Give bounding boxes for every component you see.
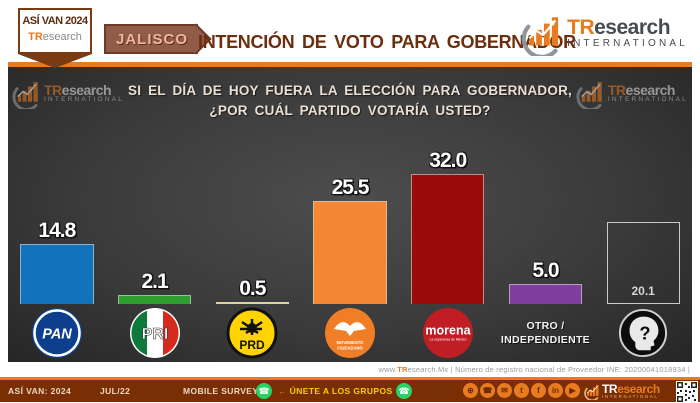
bar-mc	[313, 200, 387, 304]
bar-value-prd: 0.5	[239, 276, 266, 300]
svg-text:morena: morena	[425, 324, 471, 338]
whatsapp-icon: ☎	[396, 383, 412, 399]
legend-unknown: ?	[594, 304, 692, 362]
bar-pri	[117, 295, 192, 304]
footer-survey-type: MOBILE SURVEY	[183, 386, 259, 396]
pan-logo-icon: PAN	[31, 308, 82, 358]
footer-date: JUL/22	[100, 386, 131, 396]
social-icons: ⊕ ☎ ✉ t f in ▶	[463, 383, 580, 398]
footer-tresearch-logo: TResearch INTERNATIONAL	[584, 382, 660, 400]
whatsapp-icon: ☎	[480, 383, 495, 398]
youtube-icon: ▶	[565, 383, 580, 398]
bar-value-pri: 2.1	[141, 270, 168, 294]
svg-text:PRI: PRI	[141, 326, 168, 343]
bar-column-otro: 5.0	[497, 114, 595, 304]
watermark-icon	[12, 82, 38, 109]
prd-logo-icon: PRD	[226, 307, 278, 359]
bar-column-mc: 25.5	[301, 114, 399, 304]
state-tag-label: JALISCO	[116, 30, 189, 48]
bar-ns: 20.1	[606, 222, 680, 304]
state-tag-body: JALISCO	[104, 24, 199, 54]
header: ASÍ VAN 2024 TResearch JALISCO INTENCIÓN…	[8, 6, 692, 62]
badge-title: ASÍ VAN 2024	[22, 15, 88, 27]
svg-text:CIUDADANO: CIUDADANO	[337, 346, 363, 351]
footer-join-groups: ← ÚNETE A LOS GRUPOS →	[278, 386, 404, 396]
footer-bar: ASÍ VAN: 2024 JUL/22 MOBILE SURVEY ☎ ← Ú…	[0, 377, 700, 403]
tresearch-logo: TResearch INTERNATIONAL	[521, 10, 688, 56]
bar-value-mc: 25.5	[331, 175, 370, 199]
footer-asi-van: ASÍ VAN: 2024	[8, 386, 72, 396]
bar-value-pan: 14.8	[38, 218, 76, 242]
twitter-icon: t	[514, 383, 529, 398]
whatsapp-icon: ☎	[256, 383, 272, 399]
bar-value-ns: 20.1	[631, 284, 655, 298]
watermark-logo-left: TResearch INTERNATIONAL	[12, 77, 124, 109]
otro-label-line-2: INDEPENDIENTE	[500, 334, 590, 346]
footer-logo-icon	[584, 384, 599, 400]
bar-pan	[20, 243, 94, 304]
badge-brand: TResearch	[28, 31, 82, 43]
bar-column-pri: 2.1	[106, 114, 204, 304]
legend-pan: PAN	[8, 304, 106, 362]
svg-text:MOVIMIENTO: MOVIMIENTO	[337, 340, 365, 345]
legend-otro-independiente: OTRO / INDEPENDIENTE	[497, 304, 595, 362]
bar-column-morena: 32.0	[399, 114, 497, 304]
bar-column-pan: 14.8	[8, 114, 106, 304]
tresearch-logo-text: TResearch INTERNATIONAL	[567, 16, 688, 49]
bar-value-morena: 32.0	[429, 149, 467, 173]
pri-logo-icon: PRI	[129, 308, 180, 358]
question-line-1: SI EL DÍA DE HOY FUERA LA ELECCIÓN PARA …	[128, 83, 572, 98]
svg-text:PAN: PAN	[42, 327, 72, 343]
logo-international-label: INTERNATIONAL	[567, 38, 688, 49]
movimiento-ciudadano-logo-icon: MOVIMIENTO CIUDADANO	[325, 308, 376, 358]
legend-morena: morena La esperanza de México	[399, 304, 497, 362]
legend-pri: PRI	[106, 304, 204, 362]
morena-logo-icon: morena La esperanza de México	[422, 308, 473, 358]
header-divider	[8, 62, 692, 67]
svg-text:PRD: PRD	[240, 338, 266, 352]
email-icon: ✉	[497, 383, 512, 398]
watermark-icon	[576, 82, 602, 109]
bar-prd	[215, 301, 289, 304]
globe-icon: ⊕	[463, 383, 478, 398]
tresearch-logo-icon	[521, 17, 559, 56]
bar-column-ns: 20.1	[594, 114, 692, 304]
registration-strip: www.TResearch.Mx | Número de registro na…	[0, 362, 700, 377]
legend-row: PAN PRI	[8, 304, 692, 362]
otro-label-line-1: OTRO /	[526, 319, 565, 332]
question-line-2: ¿POR CUÁL PARTIDO VOTARÍA USTED?	[209, 103, 491, 119]
watermark-logo-right: TResearch INTERNATIONAL	[576, 77, 688, 109]
bar-column-prd: 0.5	[203, 114, 301, 304]
chart-area: TResearch INTERNATIONAL TResearch INTERN…	[8, 67, 692, 362]
bar-otro	[508, 283, 583, 304]
svg-text:La esperanza de México: La esperanza de México	[429, 338, 466, 342]
svg-text:?: ?	[640, 323, 651, 344]
bar-chart: 14.8 2.1 0.5 25.5 32.0 5.0 20.1	[8, 114, 692, 304]
registration-text: www.TResearch.Mx | Número de registro na…	[378, 365, 690, 374]
survey-question: SI EL DÍA DE HOY FUERA LA ELECCIÓN PARA …	[8, 67, 692, 122]
qr-code	[676, 381, 698, 403]
bar-morena	[411, 174, 485, 304]
page-title: INTENCIÓN DE VOTO PARA GOBERNADOR	[198, 32, 576, 52]
facebook-icon: f	[531, 383, 546, 398]
question-head-icon: ?	[619, 308, 668, 358]
legend-movimiento-ciudadano: MOVIMIENTO CIUDADANO	[301, 304, 399, 362]
state-tag-jalisco: JALISCO	[104, 23, 212, 55]
legend-prd: PRD	[203, 304, 301, 362]
bar-value-otro: 5.0	[532, 258, 559, 282]
linkedin-icon: in	[548, 383, 563, 398]
asi-van-2024-badge: ASÍ VAN 2024 TResearch	[18, 8, 92, 54]
